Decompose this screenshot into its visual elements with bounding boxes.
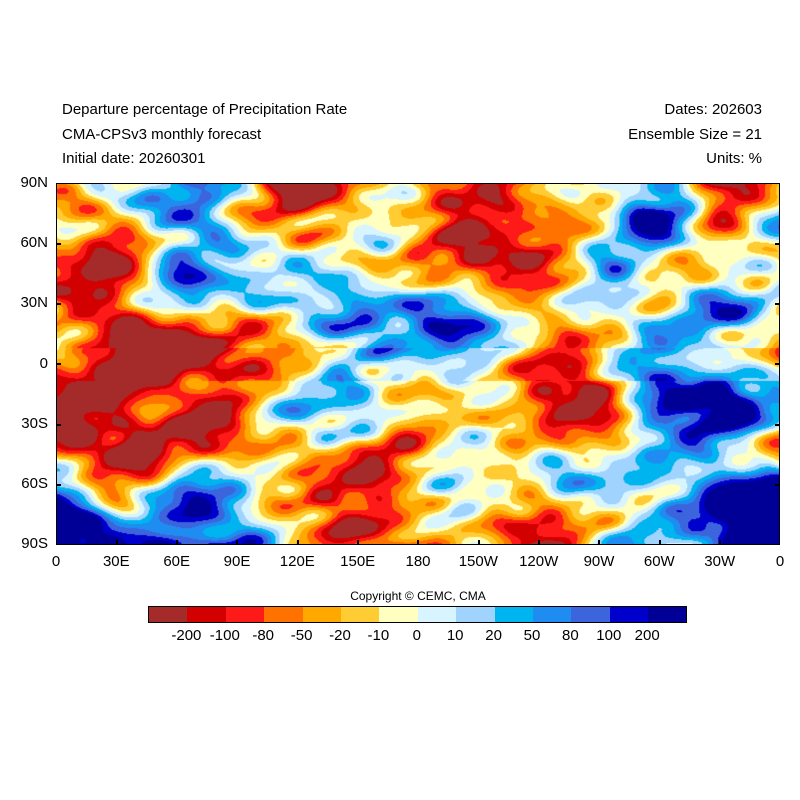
y-tick-mark (775, 424, 780, 426)
x-tick-mark (357, 540, 359, 545)
x-tick-mark (538, 540, 540, 545)
legend-label: 0 (412, 627, 421, 644)
x-tick-label: 30E (102, 553, 130, 570)
legend-label: -80 (252, 627, 275, 644)
legend-color-box (571, 607, 610, 622)
x-tick-label: 90W (583, 553, 615, 570)
x-tick-label: 0 (775, 553, 785, 570)
x-tick-mark (478, 540, 480, 545)
legend-color-box (302, 607, 341, 622)
legend-label: -10 (367, 627, 390, 644)
legend-color-box (494, 607, 533, 622)
x-tick-mark (297, 540, 299, 545)
y-tick-label: 0 (39, 355, 48, 372)
legend-color-box (417, 607, 457, 622)
x-tick-mark (176, 540, 178, 545)
y-tick-mark (775, 363, 780, 365)
legend-label: 100 (596, 627, 622, 644)
units-label: Units: % (706, 150, 762, 167)
y-tick-label: 90S (21, 535, 48, 552)
y-tick-mark (56, 243, 61, 245)
legend-label: 10 (446, 627, 464, 644)
x-tick-label: 90E (223, 553, 251, 570)
title-line-1: Departure percentage of Precipitation Ra… (62, 101, 348, 118)
legend-color-box (340, 607, 380, 622)
legend-color-box (532, 607, 572, 622)
legend-color-box (149, 607, 188, 622)
legend-label: 200 (634, 627, 660, 644)
x-tick-label: 0 (51, 553, 61, 570)
x-tick-label: 150E (340, 553, 376, 570)
x-tick-label: 180 (405, 553, 431, 570)
legend-color-box (264, 607, 303, 622)
legend-label: 80 (562, 627, 579, 644)
copyright-label: Copyright © CEMC, CMA (350, 589, 486, 603)
color-legend (148, 606, 688, 623)
x-tick-mark (417, 540, 419, 545)
x-tick-mark (236, 540, 238, 545)
legend-color-box (648, 607, 687, 622)
legend-label: 20 (485, 627, 502, 644)
y-tick-label: 30S (21, 415, 48, 432)
dates-label: Dates: 202603 (664, 101, 762, 118)
y-tick-label: 90N (20, 174, 48, 191)
precipitation-field (57, 184, 779, 544)
y-tick-mark (56, 424, 61, 426)
x-tick-mark (598, 540, 600, 545)
x-tick-mark (116, 540, 118, 545)
y-tick-mark (775, 243, 780, 245)
legend-color-box (187, 607, 226, 622)
x-tick-label: 60E (163, 553, 191, 570)
y-tick-mark (56, 363, 61, 365)
legend-color-box (456, 607, 495, 622)
legend-color-box (225, 607, 265, 622)
legend-label: -200 (171, 627, 202, 644)
legend-label: -100 (209, 627, 240, 644)
legend-label: 50 (523, 627, 541, 644)
y-tick-label: 60N (20, 234, 48, 251)
ensemble-size-label: Ensemble Size = 21 (628, 126, 762, 143)
precipitation-map (56, 183, 780, 545)
legend-color-box (379, 607, 418, 622)
y-tick-mark (775, 303, 780, 305)
x-tick-mark (719, 540, 721, 545)
x-tick-label: 120W (519, 553, 559, 570)
x-tick-label: 60W (643, 553, 675, 570)
y-tick-label: 60S (21, 475, 48, 492)
legend-color-box (609, 607, 649, 622)
legend-label: -20 (329, 627, 351, 644)
legend-label: -50 (290, 627, 313, 644)
x-tick-label: 150W (458, 553, 498, 570)
title-line-2: CMA-CPSv3 monthly forecast (62, 126, 262, 143)
x-tick-label: 120E (279, 553, 315, 570)
y-tick-label: 30N (20, 294, 48, 311)
y-tick-mark (56, 484, 61, 486)
title-line-3: Initial date: 20260301 (62, 150, 206, 167)
y-tick-mark (775, 484, 780, 486)
x-tick-label: 30W (704, 553, 736, 570)
x-tick-mark (659, 540, 661, 545)
y-tick-mark (56, 303, 61, 305)
